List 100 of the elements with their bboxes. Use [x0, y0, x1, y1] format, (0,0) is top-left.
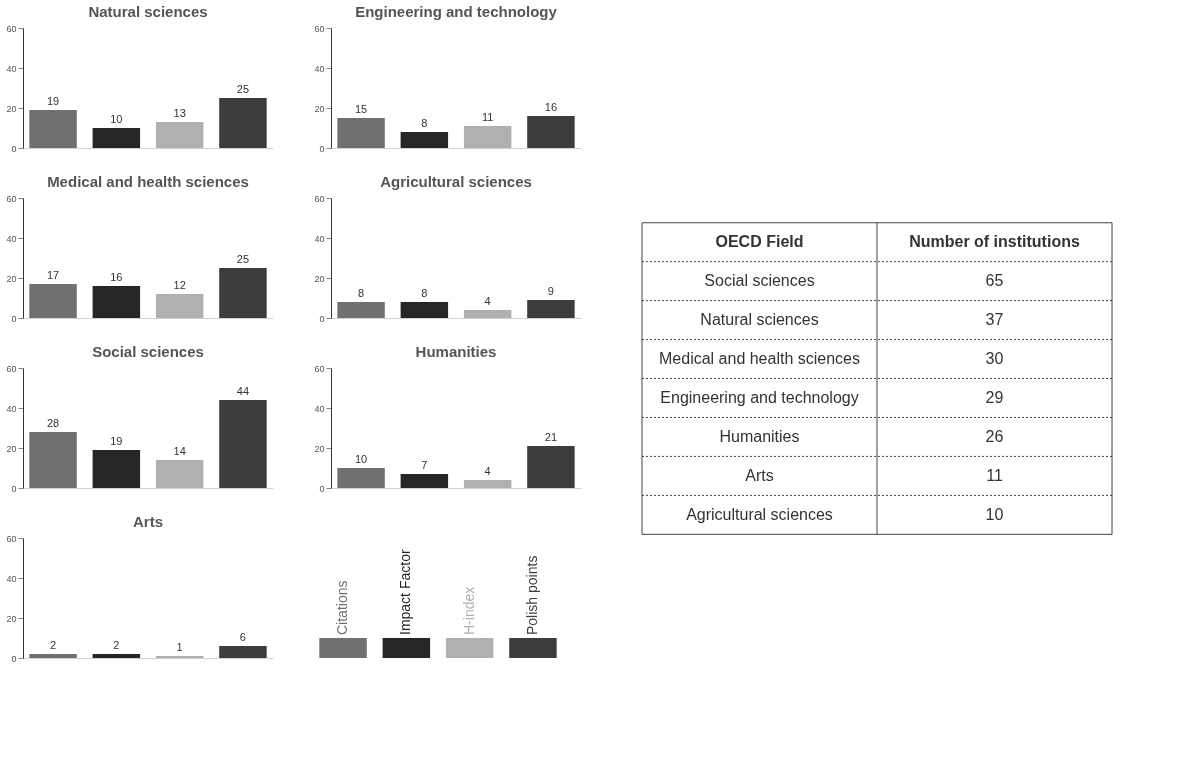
- data-label: 44: [236, 385, 250, 397]
- text: Polish points: [523, 555, 540, 635]
- y-tick-label: 20: [314, 103, 325, 114]
- text: Impact Factor: [397, 549, 414, 635]
- category-label: Medical and health sciences: [658, 350, 861, 368]
- bar: [92, 286, 141, 318]
- data-label: 8: [421, 117, 428, 129]
- bar: [337, 468, 385, 488]
- chart-title: Agricultural sciences: [380, 173, 532, 190]
- y-tick-label: 0: [11, 483, 17, 494]
- bar: [219, 268, 267, 318]
- y-tick-label: 40: [314, 233, 325, 244]
- data-label: 26: [985, 427, 1004, 445]
- bar: [400, 474, 449, 488]
- text: OECD Field: [715, 233, 804, 251]
- text: Number of institutions: [909, 233, 1080, 251]
- y-tick-label: 20: [6, 273, 17, 284]
- y-tick-label: 0: [11, 653, 17, 664]
- data-label: 9: [547, 285, 554, 297]
- data-label: 7: [421, 459, 428, 471]
- chart-title: Natural sciences: [88, 3, 208, 20]
- data-label: 65: [985, 272, 1004, 290]
- data-label: 1: [176, 641, 183, 653]
- bar: [155, 294, 204, 318]
- category-label: Social sciences: [704, 272, 815, 290]
- data-label: 15: [354, 103, 368, 115]
- data-label: 16: [110, 271, 123, 283]
- chart-title: Humanities: [415, 343, 497, 360]
- data-label: 19: [110, 435, 123, 447]
- data-label: 17: [46, 269, 60, 281]
- data-label: 28: [46, 417, 60, 429]
- data-label: 2: [113, 639, 120, 651]
- data-label: 19: [46, 95, 60, 107]
- data-label: 12: [173, 279, 186, 291]
- y-tick-label: 40: [6, 63, 17, 74]
- data-label: 29: [985, 389, 1004, 406]
- y-tick-label: 20: [314, 443, 325, 454]
- chart-title: Medical and health sciences: [47, 173, 249, 190]
- bar: [92, 450, 141, 488]
- data-label: 8: [358, 287, 365, 299]
- data-label: 30: [985, 350, 1004, 368]
- data-label: 10: [110, 113, 123, 125]
- data-label: 16: [544, 101, 558, 113]
- text: H-index: [460, 586, 477, 635]
- y-tick-label: 0: [11, 143, 17, 154]
- y-tick-label: 40: [6, 573, 17, 584]
- y-tick-label: 60: [314, 193, 325, 204]
- bar: [29, 654, 77, 658]
- y-tick-label: 40: [314, 63, 325, 74]
- data-label: 14: [173, 445, 186, 457]
- bar: [155, 460, 204, 488]
- bar: [29, 110, 77, 148]
- y-tick-label: 0: [319, 313, 325, 324]
- data-label: 21: [544, 431, 558, 443]
- data-label: 2: [50, 639, 57, 651]
- y-tick-label: 40: [314, 403, 325, 414]
- data-label: 11: [986, 466, 1003, 484]
- category-label: Humanities: [719, 427, 800, 445]
- bar: [29, 284, 77, 318]
- bar: [155, 122, 204, 148]
- data-label: 13: [173, 107, 186, 119]
- category-label: Natural sciences: [700, 311, 819, 329]
- bar: [219, 400, 267, 488]
- data-label: 6: [239, 631, 246, 643]
- bar: [463, 480, 512, 488]
- bar: [337, 118, 385, 148]
- y-tick-label: 0: [11, 313, 17, 324]
- data-label: 8: [421, 287, 428, 299]
- category-label: Agricultural sciences: [686, 505, 833, 523]
- bar: [29, 432, 77, 488]
- bar: [219, 98, 267, 148]
- y-tick-label: 60: [314, 23, 325, 34]
- y-tick-label: 20: [6, 443, 17, 454]
- y-tick-label: 20: [6, 613, 17, 624]
- category-label: Engineering and technology: [660, 389, 859, 406]
- bar: [400, 302, 449, 318]
- data-label: 10: [985, 505, 1004, 523]
- data-label: 11: [481, 111, 494, 123]
- chart-title: Arts: [132, 513, 164, 530]
- y-tick-label: 0: [319, 143, 325, 154]
- bar: [527, 446, 575, 488]
- text: Citations: [334, 580, 351, 635]
- bar: [337, 302, 385, 318]
- y-tick-label: 20: [6, 103, 17, 114]
- y-tick-label: 60: [6, 363, 17, 374]
- y-tick-label: 40: [6, 403, 17, 414]
- bar: [527, 116, 575, 148]
- y-tick-label: 0: [319, 483, 325, 494]
- y-tick-label: 20: [314, 273, 325, 284]
- y-tick-label: 60: [6, 533, 17, 544]
- bar: [463, 126, 512, 148]
- y-tick-label: 60: [6, 23, 17, 34]
- bar: [219, 646, 267, 658]
- data-label: 10: [354, 453, 368, 465]
- category-label: Arts: [745, 466, 774, 484]
- bar: [92, 654, 141, 658]
- chart-title: Social sciences: [92, 343, 204, 360]
- y-tick-label: 40: [6, 233, 17, 244]
- data-label: 37: [985, 311, 1004, 329]
- data-label: 25: [236, 253, 250, 265]
